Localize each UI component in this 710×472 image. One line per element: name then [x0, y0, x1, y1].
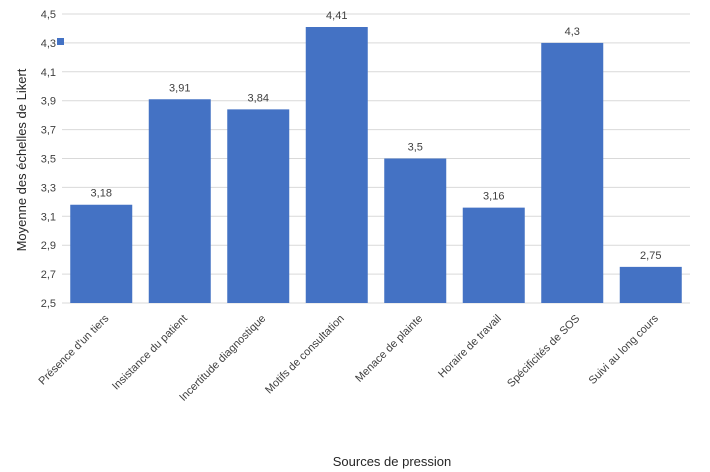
x-tick-label: Incertitude diagnostique [177, 313, 268, 404]
data-label: 3,91 [169, 82, 190, 94]
x-tick-label: Motifs de consultation [263, 313, 347, 397]
y-tick-label: 3,9 [41, 96, 56, 108]
bars [70, 27, 682, 304]
y-tick-label: 2,5 [41, 298, 56, 310]
data-label: 2,75 [640, 250, 661, 262]
y-tick-label: 3,7 [41, 125, 56, 137]
y-tick-label: 4,3 [41, 38, 56, 50]
y-tick-label: 2,9 [41, 240, 56, 252]
data-label: 3,5 [408, 142, 423, 154]
bar [541, 42, 604, 304]
bar [148, 99, 211, 303]
y-axis-title: Moyenne des échelles de Likert [14, 68, 29, 251]
x-tick-label: Menace de plainte [353, 313, 425, 385]
bar [462, 207, 525, 303]
x-tick-label: Suivi au long cours [587, 312, 662, 387]
data-label: 4,41 [326, 10, 347, 22]
x-tick-label: Insistance du patient [110, 313, 190, 393]
bar [305, 27, 368, 303]
bar [619, 266, 682, 303]
data-label: 3,84 [248, 92, 269, 104]
x-axis-title: Sources de pression [333, 454, 452, 469]
y-tick-label: 4,1 [41, 67, 56, 79]
x-tick-label: Spécificités de SOS [505, 313, 582, 390]
y-tick-label: 4,5 [41, 9, 56, 21]
data-label: 3,18 [91, 188, 112, 200]
y-tick-label: 2,7 [41, 269, 56, 281]
bar [70, 204, 133, 303]
y-tick-label: 3,5 [41, 154, 56, 166]
data-label: 4,3 [565, 26, 580, 38]
x-tick-label: Présence d'un tiers [37, 312, 112, 387]
data-label: 3,16 [483, 191, 504, 203]
y-tick-label: 3,3 [41, 182, 56, 194]
y-tick-label: 3,1 [41, 211, 56, 223]
bar [227, 109, 290, 304]
data-labels: 3,18 3,91 3,84 4,41 3,5 3,16 4,3 2,75 [91, 10, 662, 262]
legend-marker [57, 38, 64, 45]
x-tick-label: Horaire de travail [436, 313, 504, 381]
y-axis-ticks: 2,5 2,7 2,9 3,1 3,3 3,5 3,7 3,9 4,1 4,3 4,5 [41, 9, 56, 310]
bar [384, 158, 447, 303]
